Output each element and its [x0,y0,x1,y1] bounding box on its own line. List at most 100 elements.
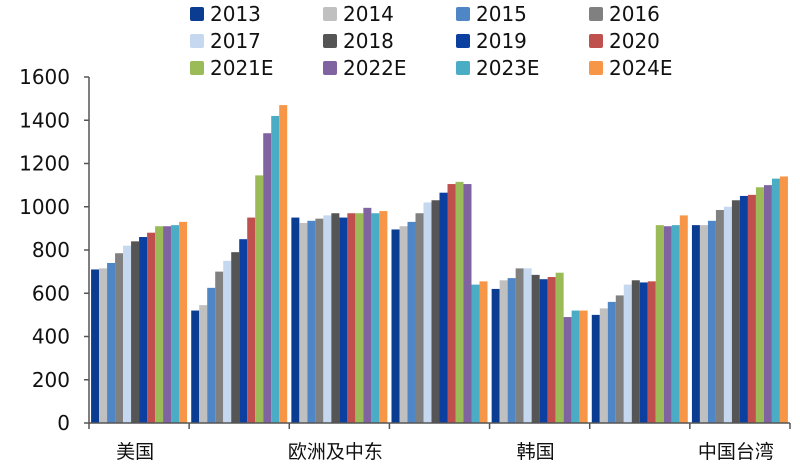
legend-label: 2013 [210,1,261,26]
bar-2013-6 [691,225,700,423]
bar-2018-0 [131,241,140,423]
bar-2021E-5 [655,225,664,423]
bar-2014-3 [399,226,408,423]
legend-item: 2015 [456,0,527,27]
bar-2016-3 [415,213,424,423]
bar-2024E-0 [179,221,188,423]
legend-item: 2019 [456,27,527,54]
y-tick-label: 600 [32,281,70,305]
bar-2015-3 [407,221,416,423]
legend-swatch [589,60,603,75]
y-tick-label: 800 [32,238,70,262]
bar-2022E-2 [363,207,372,423]
bar-2018-3 [431,200,440,423]
legend-item: 2013 [190,0,261,27]
bar-2021E-2 [355,213,364,423]
legend-label: 2017 [210,28,261,53]
bar-2023E-5 [671,225,680,423]
bar-2021E-4 [555,272,564,423]
bar-2022E-5 [663,226,672,423]
x-tick-label: 中国台湾 [698,441,774,463]
bar-2021E-0 [155,226,164,423]
bar-2014-5 [599,308,608,423]
legend-swatch [456,6,470,21]
bar-2013-5 [591,314,600,423]
y-tick-label: 200 [32,368,70,392]
bar-2018-5 [631,280,640,423]
bar-2016-0 [115,253,124,423]
legend-item: 2014 [323,0,394,27]
bar-2017-6 [723,206,732,423]
bar-2024E-2 [379,211,388,423]
bar-2021E-1 [255,175,264,423]
bar-2018-4 [531,274,540,423]
legend-swatch [456,33,470,48]
bar-2015-5 [607,301,616,423]
bar-2022E-3 [463,184,472,423]
bar-2016-4 [515,268,524,423]
axes-layer: 0 200 400 600 800 1000 1200 1400 1600 美国 欧洲及中东 韩国 中国… [19,65,791,463]
legend-item: 2016 [589,0,660,27]
bar-2024E-6 [779,176,788,423]
bar-2020-4 [547,277,556,423]
bar-2015-1 [207,287,216,423]
bar-2015-4 [507,278,516,423]
legend-label: 2016 [609,1,660,26]
legend-swatch [323,33,337,48]
bar-2015-0 [107,262,116,423]
bar-2013-2 [291,217,300,423]
bar-2014-1 [199,305,208,423]
bar-2023E-2 [371,213,380,423]
bar-2023E-3 [471,284,480,423]
y-tick-label: 1400 [19,108,70,132]
legend-item: 2017 [190,27,261,54]
legend-swatch [456,60,470,75]
legend-label: 2014 [343,1,394,26]
legend-swatch [190,33,204,48]
bar-2021E-3 [455,181,464,423]
y-tick-label: 1000 [19,195,70,219]
legend-item: 2024E [589,54,673,81]
bar-2018-2 [331,213,340,423]
bar-2023E-6 [771,178,780,423]
legend-label: 2024E [609,55,673,80]
bar-2023E-4 [571,310,580,423]
legend-label: 2018 [343,28,394,53]
bar-2024E-3 [479,281,488,423]
bar-2016-5 [615,295,624,423]
bar-2019-4 [539,279,548,423]
legend-swatch [589,33,603,48]
bar-2017-0 [123,245,132,423]
legend-item: 2022E [323,54,407,81]
bar-2020-2 [347,213,356,423]
y-tick-label: 1600 [19,65,70,89]
bar-2022E-1 [263,133,272,423]
bar-2019-2 [339,217,348,423]
bar-2014-0 [99,268,108,423]
bar-2016-1 [215,271,224,423]
legend-swatch [190,6,204,21]
bar-2016-6 [715,209,724,423]
bar-2020-6 [747,194,756,423]
y-tick-label: 1200 [19,152,70,176]
bars-layer [91,105,788,424]
bar-2024E-5 [679,215,688,423]
bar-2019-0 [139,237,148,423]
legend-item: 2018 [323,27,394,54]
bar-2014-2 [299,222,308,423]
bar-2013-3 [391,229,400,423]
bar-2020-0 [147,232,156,423]
bar-2020-3 [447,184,456,423]
bar-2022E-0 [163,226,172,423]
bar-2020-1 [247,217,256,423]
bar-2013-4 [491,288,500,423]
bar-2019-3 [439,192,448,423]
legend-label: 2023E [476,55,540,80]
legend-swatch [323,60,337,75]
bar-2022E-4 [563,317,572,423]
bar-2023E-0 [171,225,180,423]
x-tick-label: 欧洲及中东 [288,441,383,463]
bar-2013-1 [191,310,200,423]
bar-2017-3 [423,202,432,423]
bar-2022E-6 [763,185,772,423]
